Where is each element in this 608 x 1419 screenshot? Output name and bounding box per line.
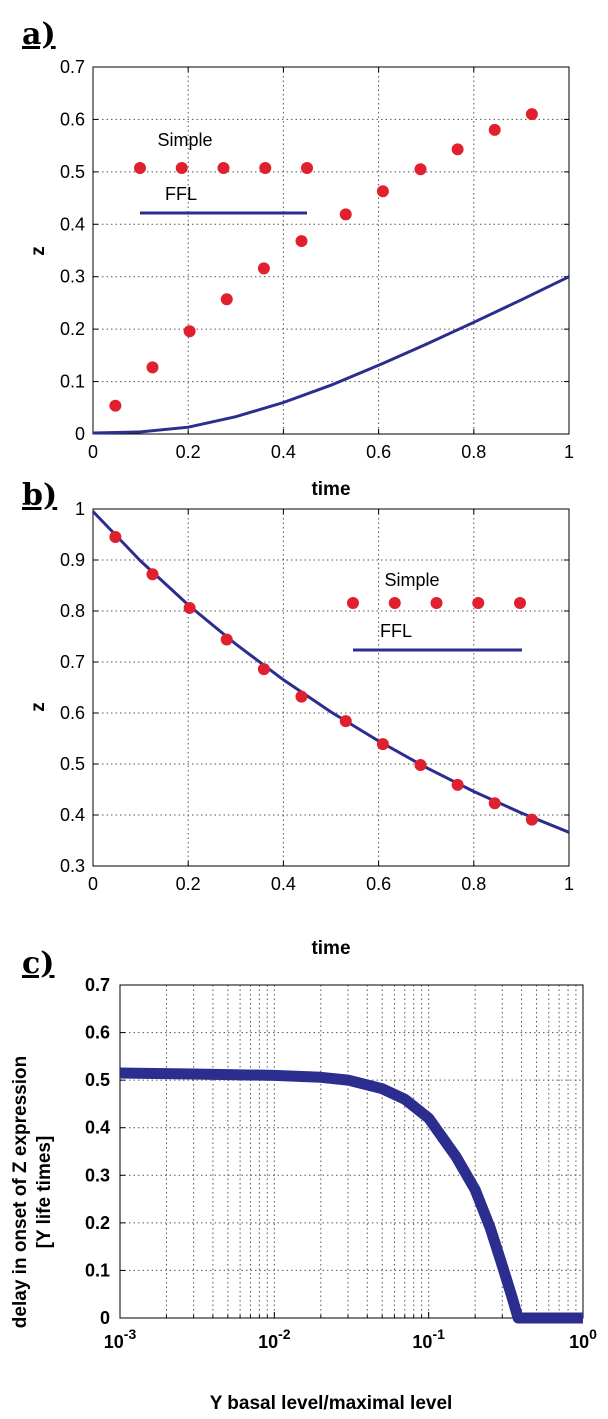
panel-b-ffl-line [91,510,570,834]
panel-c-ylabel-2: [Y life times] [34,1136,55,1249]
panel-a-ytick-label: 0 [75,424,85,444]
panel-a-simple-point [525,108,538,121]
panel-a-simple-point [183,325,196,338]
panel-a-simple-point [451,143,464,156]
panel-b-simple-point [488,797,501,810]
panel-a-simple-point [295,235,308,248]
panel-b-legend-simple-marker [347,597,359,609]
panel-b-simple-point [257,663,270,676]
panel-b-simple-point [414,759,427,772]
panel-c-xtick-label: 10-1 [412,1326,445,1352]
panel-a-ytick-label: 0.4 [60,214,85,234]
panel-a-plot: 0 0.2 0.4 0.6 0.8 1 0 0.1 0.2 0.3 0.4 0.5 0.6 0.7 Simp… [60,57,574,462]
panel-c-ytick-label: 0.6 [85,1023,110,1043]
panel-b-simple-point [109,531,122,544]
panel-a-legend-simple-marker [217,162,230,174]
panel-b-ytick-label: 0.9 [60,550,85,570]
panel-c-xlabel: Y basal level/maximal level [210,1393,453,1414]
panel-c-plot: 0 0.1 0.2 0.3 0.4 0.5 0.6 0.7 10-3 10-2 10-1 100 [85,975,597,1352]
panel-a-legend-ffl-label: FFL [165,184,197,204]
panel-c-ytick-label: 0.3 [85,1165,110,1185]
panel-c-ytick-label: 0.7 [85,975,110,995]
panel-a-ytick-label: 0.5 [60,162,85,182]
panel-a-ytick-label: 0.2 [60,319,85,339]
panel-a-simple-point [146,361,159,374]
panel-b-ytick-label: 0.7 [60,652,85,672]
panel-b-ytick-label: 0.4 [60,805,85,825]
panel-a-frame [92,66,570,435]
panel-b-ytick-label: 0.5 [60,754,85,774]
panel-c-ytick-label: 0.5 [85,1070,110,1090]
panel-a-simple-point [488,123,501,136]
panel-b-legend-simple-marker [472,597,485,609]
panel-a-xtick-label: 0.4 [271,442,296,462]
panel-a-ytick-label: 0.7 [60,57,85,77]
panel-c-ytick-label: 0.1 [85,1260,110,1280]
panel-b-ytick-label: 1 [75,499,85,519]
panel-b-xtick-label: 0.6 [366,874,391,894]
panel-b-frame [92,508,570,867]
panel-c-letter: c) [22,946,54,981]
panel-b-xtick-label: 0 [88,874,98,894]
panel-c-ytick-label: 0.4 [85,1118,110,1138]
panel-b-ytick-label: 0.6 [60,703,85,723]
panel-a-xtick-label: 0.8 [461,442,486,462]
panel-b-letter: b) [22,478,57,513]
panel-a-legend-simple-label: Simple [157,130,212,150]
panel-a-xtick-label: 0 [88,442,98,462]
panel-a-legend-simple-marker [259,162,272,174]
panel-b-ylabel: z [28,702,49,712]
panel-b-plot: 0 0.2 0.4 0.6 0.8 1 0.3 0.4 0.5 0.6 0.7 0.8 0.9 1 Simp… [60,499,574,894]
panel-b-legend-ffl-label: FFL [380,621,412,641]
panel-b-simple-point [451,778,464,791]
panel-a-ffl-line [92,275,570,435]
panel-a-simple-point [414,163,427,176]
panel-a-legend-simple-marker [301,162,313,174]
panel-b-xtick-label: 0.8 [461,874,486,894]
panel-a-simple-point [257,262,270,275]
panel-c-delay-curve [119,1067,583,1324]
panel-c-ytick-label: 0 [100,1308,110,1328]
panel-a-letter: a) [22,17,56,52]
panel-b-legend-simple-marker [514,597,526,609]
panel-a-simple-point [376,185,389,198]
panel-c-xtick-label: 100 [569,1326,597,1352]
panel-a-ytick-label: 0.6 [60,109,85,129]
panel-b-simple-point [183,601,196,614]
panel-b-ytick-label: 0.8 [60,601,85,621]
panel-a-simple-point [220,293,233,306]
panel-a-xtick-label: 1 [564,442,574,462]
panel-a-simple-point [339,208,352,221]
panel-c-ylabel: delay in onset of Z expression [10,1056,31,1328]
panel-a-legend-simple-marker [134,162,146,174]
panel-a-xtick-label: 0.6 [366,442,391,462]
panel-b-legend-simple-marker [388,597,401,609]
panel-b-simple-point [295,690,308,703]
panel-c-ytick-label: 0.2 [85,1213,110,1233]
panel-b-simple-point [220,633,233,646]
panel-b-legend-simple-label: Simple [384,570,439,590]
panel-a-legend-simple-marker [175,162,188,174]
panel-b-simple-point [376,738,389,751]
panel-a-xtick-label: 0.2 [176,442,201,462]
panel-b-simple-point [146,568,159,581]
panel-b-simple-point [339,715,352,728]
panel-b-xtick-label: 0.2 [176,874,201,894]
panel-a-simple-point [109,399,122,412]
panel-b-xtick-label: 1 [564,874,574,894]
panel-a-ytick-label: 0.3 [60,267,85,287]
panel-c-xtick-label: 10-3 [104,1326,137,1352]
panel-b-simple-point [525,813,538,826]
panel-c-frame [119,984,584,1319]
panel-a-xlabel: time [311,479,350,500]
panel-b-ytick-label: 0.3 [60,856,85,876]
panel-c-xtick-label: 10-2 [258,1326,291,1352]
panel-b-legend-simple-marker [430,597,443,609]
panel-a-ylabel: z [28,246,49,256]
panel-a-ytick-label: 0.1 [60,372,85,392]
panel-b-xtick-label: 0.4 [271,874,296,894]
panel-b-xlabel: time [311,938,350,959]
